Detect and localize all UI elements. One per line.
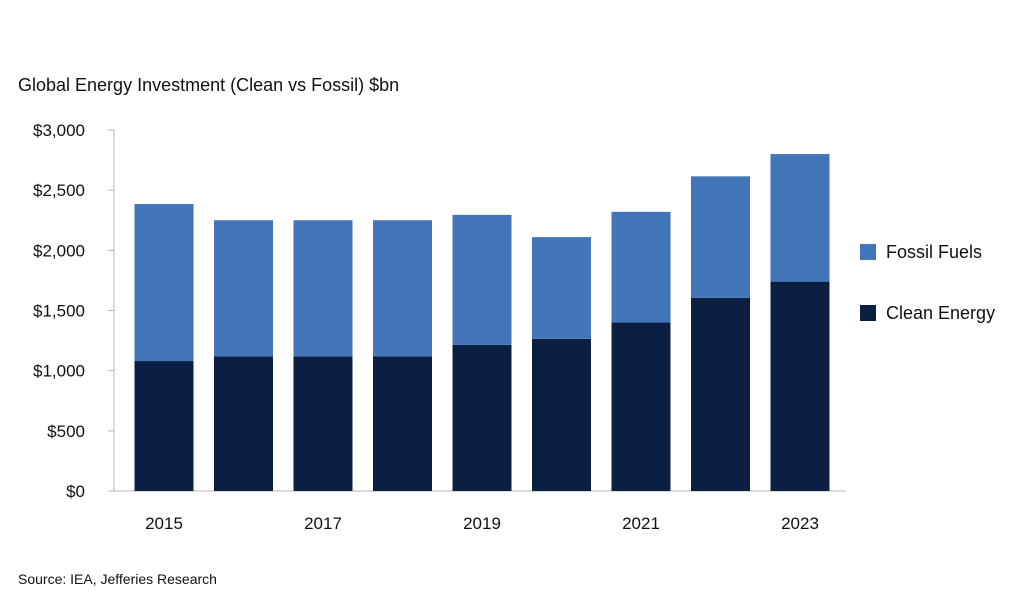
y-tick-label: $2,500 bbox=[33, 181, 85, 200]
bar-fossil-fuels-2019 bbox=[452, 214, 512, 345]
bar-fossil-fuels-2020 bbox=[532, 237, 591, 339]
bar-fossil-fuels-2022 bbox=[691, 176, 750, 298]
legend-item-clean-energy: Clean Energy bbox=[860, 301, 995, 325]
bar-fossil-fuels-2017 bbox=[293, 220, 353, 357]
bar-clean-energy-2015 bbox=[134, 361, 194, 491]
bar-clean-energy-2017 bbox=[293, 356, 353, 491]
legend-swatch-fossil-fuels bbox=[860, 244, 876, 260]
chart-title: Global Energy Investment (Clean vs Fossi… bbox=[18, 75, 400, 95]
legend-swatch-clean-energy bbox=[860, 305, 876, 321]
x-tick-label: 2019 bbox=[463, 514, 501, 533]
y-tick-label: $0 bbox=[66, 482, 85, 501]
bar-clean-energy-2019 bbox=[452, 344, 512, 491]
x-tick-label: 2015 bbox=[145, 514, 183, 533]
x-axis: 2015 2017 2019 2021 2023 bbox=[114, 490, 846, 533]
bar-clean-energy-2022 bbox=[691, 297, 750, 491]
bar-fossil-fuels-2018 bbox=[373, 220, 432, 357]
bar-clean-energy-2016 bbox=[214, 356, 273, 491]
bar-fossil-fuels-2021 bbox=[611, 211, 671, 323]
y-tick-label: $3,000 bbox=[33, 121, 85, 140]
y-tick-label: $500 bbox=[47, 422, 85, 441]
y-tick-label: $1,000 bbox=[33, 362, 85, 381]
y-tick-label: $2,000 bbox=[33, 241, 85, 260]
bar-fossil-fuels-2016 bbox=[214, 220, 273, 357]
x-tick-label: 2023 bbox=[781, 514, 819, 533]
bar-clean-energy-2021 bbox=[611, 322, 671, 491]
bar-fossil-fuels-2023 bbox=[770, 154, 830, 282]
bar-clean-energy-2023 bbox=[770, 281, 830, 491]
source-note: Source: IEA, Jefferies Research bbox=[18, 571, 217, 587]
bar-group bbox=[134, 154, 830, 491]
y-tick-label: $1,500 bbox=[33, 302, 85, 321]
y-axis: $0 $500 $1,000 $1,500 $2,000 $2,500 $3,000 bbox=[33, 121, 115, 501]
legend-label-clean-energy: Clean Energy bbox=[886, 303, 996, 323]
x-tick-label: 2021 bbox=[622, 514, 660, 533]
legend-label-fossil-fuels: Fossil Fuels bbox=[886, 242, 983, 262]
bar-clean-energy-2018 bbox=[373, 356, 432, 491]
legend-item-fossil-fuels: Fossil Fuels bbox=[860, 240, 982, 264]
bar-clean-energy-2020 bbox=[532, 338, 591, 491]
bar-fossil-fuels-2015 bbox=[134, 204, 194, 362]
x-tick-label: 2017 bbox=[304, 514, 342, 533]
